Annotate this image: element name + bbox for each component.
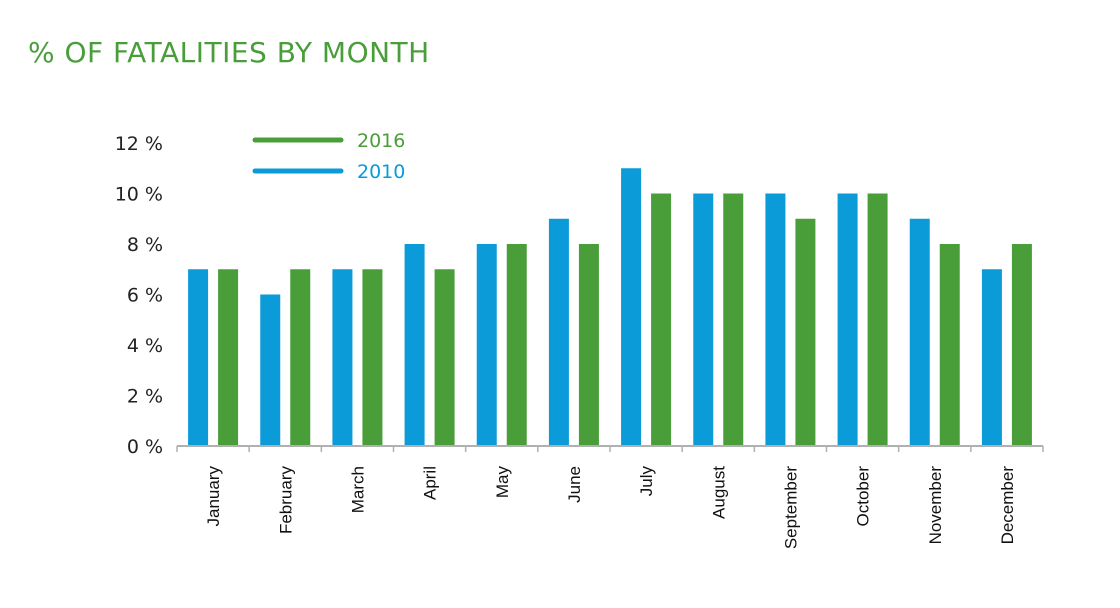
x-category-label: April — [421, 466, 440, 500]
bar-2010-may — [476, 244, 497, 446]
bar-2016-july — [651, 193, 672, 446]
legend-label-2010: 2010 — [357, 161, 405, 183]
y-tick-label: 12 % — [115, 133, 163, 155]
bars-group — [188, 168, 1032, 446]
bar-2010-march — [332, 269, 353, 446]
x-category-label: February — [276, 466, 295, 535]
bar-2010-september — [765, 193, 786, 446]
bar-2016-december — [1011, 244, 1032, 446]
x-category-label: November — [926, 466, 945, 545]
bar-2010-november — [909, 218, 930, 446]
bar-2016-may — [506, 244, 527, 446]
x-category-label: October — [854, 466, 873, 527]
y-tick-label: 8 % — [127, 234, 163, 256]
x-category-label: June — [565, 466, 584, 503]
bar-2010-december — [981, 269, 1002, 446]
y-tick-label: 6 % — [127, 285, 163, 307]
y-tick-label: 2 % — [127, 386, 163, 408]
bar-2010-june — [548, 218, 569, 446]
x-category-label: September — [781, 466, 800, 549]
bar-2016-september — [795, 218, 816, 446]
bar-2010-january — [188, 269, 209, 446]
x-axis-tickmarks — [176, 446, 1044, 452]
bar-2010-august — [693, 193, 714, 446]
bar-2016-august — [723, 193, 744, 446]
bar-2016-february — [290, 269, 311, 446]
bar-2016-april — [434, 269, 455, 446]
bar-2016-june — [578, 244, 599, 446]
chart-title: % OF FATALITIES BY MONTH — [28, 36, 430, 69]
bar-2016-march — [362, 269, 383, 446]
legend: 2016 2010 — [252, 130, 405, 183]
x-category-label: July — [637, 466, 656, 497]
y-axis-ticks: 0 % 2 % 4 % 6 % 8 % 10 % 12 % — [115, 133, 163, 458]
x-category-label: March — [348, 466, 367, 513]
y-tick-label: 10 % — [115, 184, 163, 206]
x-category-label: August — [709, 466, 728, 519]
x-category-label: December — [998, 466, 1017, 545]
bar-2010-february — [260, 294, 281, 446]
x-category-label: May — [493, 466, 512, 499]
x-category-label: January — [204, 466, 223, 527]
y-tick-label: 0 % — [127, 436, 163, 458]
bar-2010-april — [404, 244, 425, 446]
bar-2016-november — [939, 244, 960, 446]
y-tick-label: 4 % — [127, 335, 163, 357]
bar-2010-october — [837, 193, 858, 446]
bar-2016-october — [867, 193, 888, 446]
bar-2010-july — [621, 168, 642, 446]
x-axis-labels: January February March April May June July Augu… — [204, 466, 1017, 550]
bar-2016-january — [218, 269, 239, 446]
legend-label-2016: 2016 — [357, 130, 405, 152]
